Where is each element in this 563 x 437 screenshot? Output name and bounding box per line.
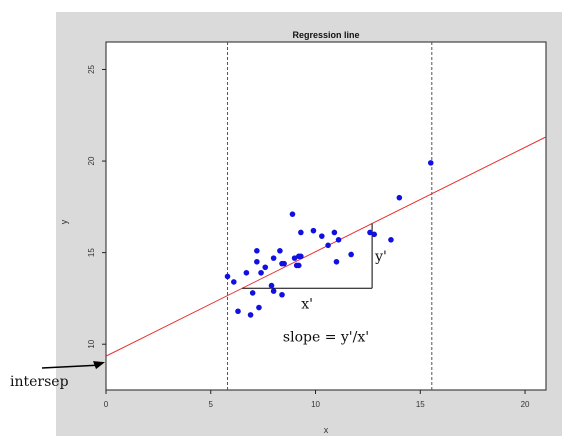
data-point <box>231 279 237 285</box>
data-point <box>298 229 304 236</box>
data-point <box>348 251 354 258</box>
reference-lines <box>227 42 433 390</box>
chart-title: Regression line <box>292 30 359 40</box>
data-point <box>279 291 285 298</box>
x-prime-label: x' <box>301 296 313 312</box>
data-point <box>270 288 277 294</box>
data-point <box>224 273 231 280</box>
intercept-arrow <box>41 361 105 370</box>
data-point <box>289 211 296 217</box>
y-prime-label: y' <box>374 249 387 265</box>
y-tick-label: 10 <box>87 339 96 348</box>
data-point <box>319 233 325 239</box>
data-point <box>268 282 275 289</box>
data-point <box>310 227 317 234</box>
x-tick-label: 20 <box>521 400 530 409</box>
data-point <box>295 262 302 269</box>
plot-area <box>105 41 547 391</box>
annotations: x' y' slope = y'/x' intersep <box>10 249 387 390</box>
data-point <box>331 229 338 236</box>
data-point <box>254 248 260 254</box>
data-point <box>367 229 373 236</box>
data-point <box>254 258 260 265</box>
y-tick-label: 15 <box>87 248 96 257</box>
arrow-head <box>93 361 105 370</box>
data-point <box>298 253 304 260</box>
x-tick-label: 5 <box>209 400 214 409</box>
data-point <box>371 231 377 238</box>
data-point <box>396 194 403 201</box>
x-tick-label: 0 <box>104 400 109 409</box>
x-tick-label: 15 <box>416 400 425 409</box>
data-point <box>243 269 250 276</box>
data-point <box>277 248 283 254</box>
x-tick-label: 10 <box>311 400 320 409</box>
data-point <box>235 308 241 315</box>
slope-formula: slope = y'/x' <box>283 329 369 345</box>
y-axis-label: y <box>59 219 69 224</box>
scatter-points <box>224 160 434 318</box>
y-tick-label: 25 <box>87 64 96 73</box>
x-axis: 0 5 10 15 20 <box>104 390 530 409</box>
data-point <box>427 160 434 166</box>
y-tick-label: 20 <box>87 156 96 165</box>
intercept-label: intersep <box>10 374 69 390</box>
arrow-shaft <box>41 364 100 369</box>
data-point <box>256 304 262 311</box>
x-axis-label: x <box>324 425 329 435</box>
data-point <box>258 269 264 276</box>
data-point <box>335 237 342 243</box>
data-point <box>291 255 298 261</box>
data-point <box>262 264 269 271</box>
data-point <box>325 242 331 249</box>
data-point <box>249 290 256 296</box>
data-point <box>281 260 287 267</box>
data-point <box>270 255 277 261</box>
data-point <box>388 237 394 243</box>
y-axis: 10 15 20 25 <box>87 64 106 349</box>
data-point <box>247 312 254 318</box>
data-point <box>333 258 340 265</box>
